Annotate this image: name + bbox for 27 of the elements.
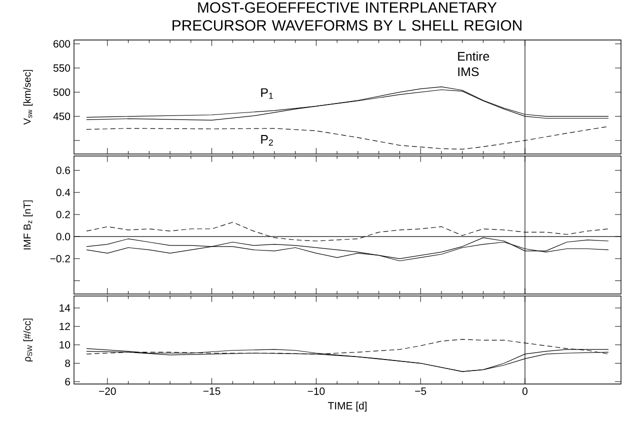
- y-tick-label: 0.4: [56, 188, 70, 196]
- annotation: P$_{2}$: [261, 135, 273, 146]
- y-tick-label: −0.2: [50, 254, 70, 262]
- y-tick-label: 0.2: [56, 210, 70, 218]
- x-tick-label: 0: [522, 388, 528, 395]
- annotation: P$_{1}$: [261, 88, 273, 99]
- chart-title: MOST-GEOEFFECTIVE INTERPLANETARY PRECURSOR WAVEFORMS BY L SHELL REGION: [172, 2, 522, 31]
- y-tick-label: 8: [65, 360, 70, 367]
- y-axis-title: ρ$_{SW}$ [#/cc]: [23, 318, 33, 362]
- annotation: Entire IMS: [458, 52, 490, 76]
- y-tick-label: 550: [53, 64, 70, 72]
- x-tick-label: −15: [203, 388, 220, 395]
- x-tick-label: −5: [415, 388, 426, 395]
- y-tick-label: 10: [60, 341, 70, 349]
- y-tick-label: 500: [53, 88, 70, 96]
- y-axis-title: IMF B$_{z}$ [nT]: [23, 200, 33, 250]
- y-tick-label: 0.6: [56, 166, 70, 174]
- x-tick-label: −20: [99, 388, 116, 395]
- y-tick-label: 600: [54, 40, 70, 48]
- y-tick-label: 14: [60, 304, 70, 312]
- x-axis-title: TIME [d]: [328, 402, 367, 412]
- y-tick-label: 450: [53, 112, 70, 120]
- y-tick-label: 6: [65, 378, 70, 386]
- x-tick-label: −10: [308, 388, 325, 395]
- y-tick-label: 12: [60, 322, 70, 330]
- y-axis-title: V$_{sw}$ [km/sec]: [23, 70, 33, 125]
- y-tick-label: 0.0: [56, 232, 70, 240]
